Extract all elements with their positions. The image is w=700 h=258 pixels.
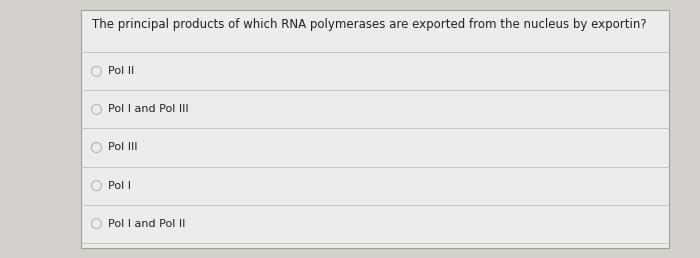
Text: Pol II: Pol II — [108, 66, 134, 76]
Text: The principal products of which RNA polymerases are exported from the nucleus by: The principal products of which RNA poly… — [92, 18, 647, 31]
Text: Pol I and Pol III: Pol I and Pol III — [108, 104, 189, 115]
Text: Pol I: Pol I — [108, 181, 132, 191]
Text: Pol III: Pol III — [108, 142, 138, 152]
FancyBboxPatch shape — [80, 10, 668, 248]
Text: Pol I and Pol II: Pol I and Pol II — [108, 219, 186, 229]
